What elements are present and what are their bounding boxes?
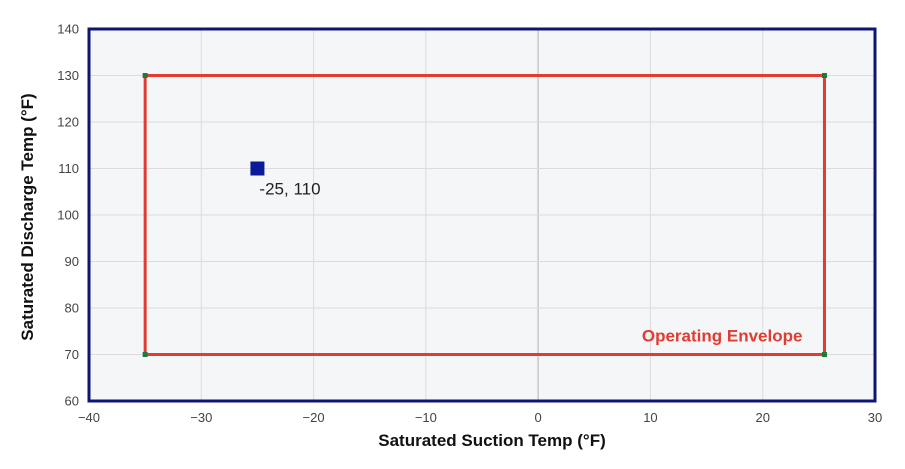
y-tick-label: 120 bbox=[57, 115, 79, 130]
y-tick-label: 90 bbox=[65, 254, 79, 269]
x-tick-label: −20 bbox=[303, 410, 325, 425]
envelope-corner-marker bbox=[821, 352, 827, 357]
x-tick-label: −40 bbox=[78, 410, 100, 425]
envelope-boundary bbox=[143, 74, 826, 356]
x-axis-ticks: −40 −30 −20 −10 0 10 20 30 bbox=[78, 410, 882, 425]
y-tick-label: 110 bbox=[58, 161, 79, 176]
y-tick-label: 130 bbox=[57, 68, 79, 83]
envelope-label: Operating Envelope bbox=[642, 327, 803, 346]
operating-envelope bbox=[142, 73, 827, 357]
envelope-corner-marker bbox=[142, 73, 148, 78]
data-point-label: -25, 110 bbox=[259, 180, 320, 199]
x-tick-label: 30 bbox=[868, 410, 882, 425]
data-point-marker bbox=[250, 161, 265, 176]
x-tick-label: 20 bbox=[755, 410, 769, 425]
x-tick-label: −10 bbox=[415, 410, 437, 425]
x-tick-label: 0 bbox=[535, 410, 542, 425]
x-tick-label: 10 bbox=[643, 410, 657, 425]
y-tick-label: 70 bbox=[65, 347, 79, 362]
y-tick-label: 60 bbox=[65, 394, 79, 409]
plot-frame bbox=[87, 27, 877, 403]
y-tick-label: 100 bbox=[57, 208, 79, 223]
envelope-corner-marker bbox=[142, 352, 148, 357]
x-tick-label: −30 bbox=[190, 410, 212, 425]
envelope-corner-marker bbox=[821, 73, 827, 78]
y-tick-label: 80 bbox=[65, 301, 79, 316]
y-tick-label: 140 bbox=[57, 22, 79, 37]
y-axis-title: Saturated Discharge Temp (°F) bbox=[18, 93, 37, 340]
data-points: -25, 110 bbox=[250, 161, 321, 199]
y-axis-ticks: 60 70 80 90 100 110 120 130 140 bbox=[57, 22, 79, 409]
x-axis-title: Saturated Suction Temp (°F) bbox=[378, 431, 606, 450]
